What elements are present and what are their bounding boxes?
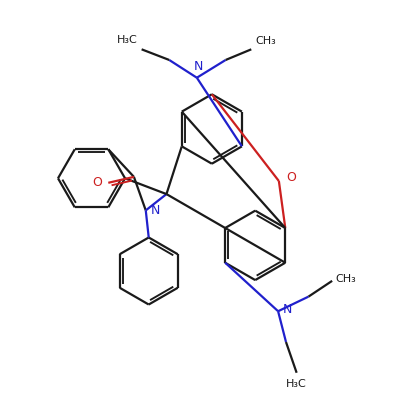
Text: N: N bbox=[283, 303, 292, 316]
Text: CH₃: CH₃ bbox=[335, 274, 356, 284]
Text: H₃C: H₃C bbox=[286, 379, 307, 389]
Text: N: N bbox=[150, 204, 160, 217]
Text: O: O bbox=[92, 176, 102, 189]
Text: N: N bbox=[194, 60, 204, 73]
Text: H₃C: H₃C bbox=[117, 34, 138, 44]
Text: CH₃: CH₃ bbox=[255, 36, 276, 46]
Text: O: O bbox=[286, 172, 296, 184]
